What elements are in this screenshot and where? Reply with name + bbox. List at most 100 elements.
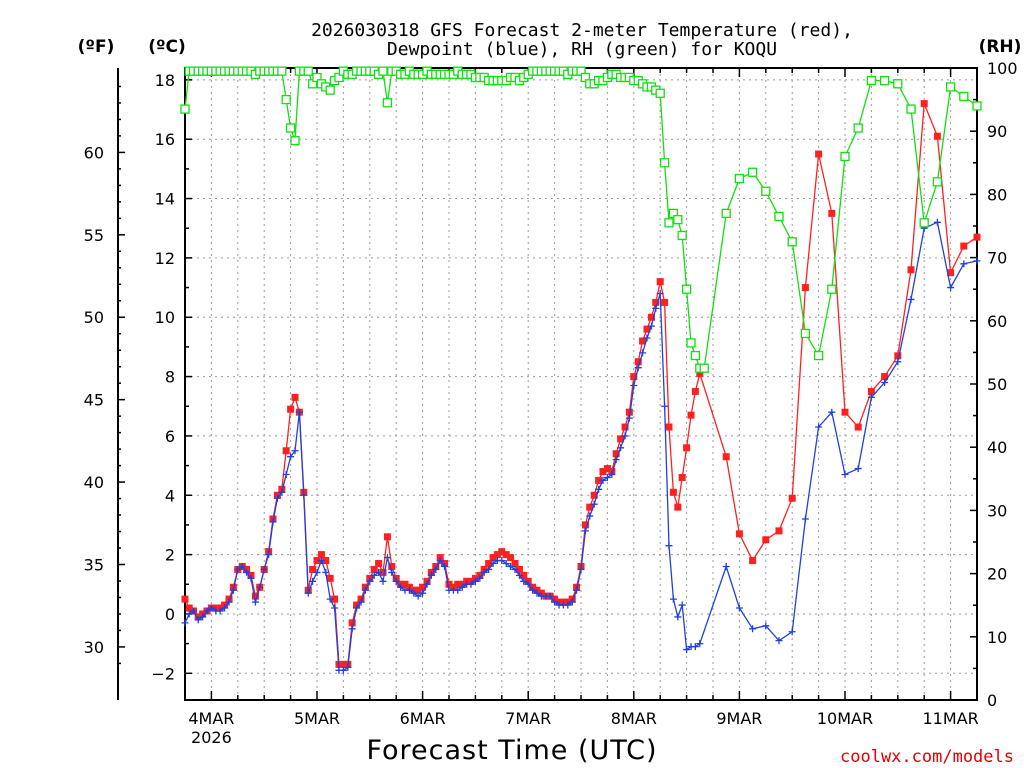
rh-tick-label: 30 bbox=[987, 501, 1007, 520]
dewpoint-point bbox=[577, 565, 585, 573]
fahrenheit-tick-label: 50 bbox=[84, 308, 104, 327]
dewpoint-point bbox=[656, 290, 664, 298]
rh-point bbox=[747, 167, 758, 177]
dewpoint-point bbox=[432, 565, 440, 573]
dewpoint-point bbox=[960, 260, 968, 268]
dewpoint-point bbox=[617, 444, 625, 452]
rh-point bbox=[699, 363, 709, 373]
rh-tick-label: 60 bbox=[987, 312, 1007, 331]
temperature-point bbox=[599, 468, 607, 476]
rh-point bbox=[827, 284, 837, 294]
dewpoint-point bbox=[691, 643, 699, 651]
temperature-point bbox=[595, 476, 603, 484]
temperature-point bbox=[454, 580, 462, 588]
rh-point bbox=[664, 218, 674, 228]
temperature-point bbox=[317, 551, 325, 559]
dewpoint-point bbox=[678, 601, 686, 609]
rh-point bbox=[673, 215, 683, 225]
dewpoint-point bbox=[181, 619, 189, 627]
dewpoint-point bbox=[520, 577, 528, 585]
rh-point bbox=[382, 98, 393, 108]
temperature-point bbox=[841, 408, 849, 416]
rh-point bbox=[378, 66, 388, 76]
dewpoint-point bbox=[309, 577, 317, 585]
temperature-point bbox=[388, 562, 396, 570]
dewpoint-point bbox=[278, 488, 286, 496]
temperature-point bbox=[515, 565, 523, 573]
temperature-point bbox=[419, 583, 427, 591]
celsius-tick-label: 2 bbox=[165, 546, 175, 565]
temperature-point bbox=[881, 373, 889, 381]
dewpoint-point bbox=[973, 257, 981, 265]
dewpoint-point bbox=[471, 577, 479, 585]
dewpoint-point bbox=[661, 402, 669, 410]
rh-point bbox=[919, 218, 929, 228]
rh-point bbox=[659, 158, 670, 168]
temperature-point bbox=[674, 503, 682, 511]
dewpoint-point bbox=[189, 607, 197, 615]
dewpoint-point bbox=[207, 604, 215, 612]
dewpoint-point bbox=[788, 628, 796, 636]
dewpoint-point bbox=[287, 453, 295, 461]
dewpoint-point bbox=[361, 586, 369, 594]
dewpoint-point bbox=[300, 491, 308, 499]
dewpoint-point bbox=[529, 586, 537, 594]
dewpoint-point bbox=[397, 583, 405, 591]
dewpoint-point bbox=[458, 583, 466, 591]
dewpoint-point bbox=[185, 610, 193, 618]
rh-point bbox=[285, 123, 296, 133]
rh-point bbox=[840, 151, 850, 162]
chart-title-line1: 2026030318 GFS Forecast 2-meter Temperat… bbox=[311, 20, 853, 41]
temperature-point bbox=[722, 453, 730, 461]
dewpoint-point bbox=[603, 473, 611, 481]
dewpoint-point bbox=[573, 586, 581, 594]
rh-point bbox=[866, 75, 877, 86]
dewpoint-point bbox=[621, 432, 629, 440]
dewpoint-point bbox=[515, 571, 523, 579]
temperature-point bbox=[749, 557, 757, 565]
rh-tick-label: 40 bbox=[987, 438, 1007, 457]
dewpoint-point bbox=[581, 527, 589, 535]
dewpoint-point bbox=[480, 568, 488, 576]
temperature-point bbox=[326, 574, 334, 582]
credit-link[interactable]: coolwx.com/models bbox=[840, 747, 1014, 767]
dewpoint-point bbox=[423, 580, 431, 588]
dewpoint-point bbox=[854, 465, 862, 473]
dewpoint-point bbox=[933, 218, 941, 226]
temperature-point bbox=[947, 269, 955, 277]
rh-tick-label: 80 bbox=[987, 185, 1007, 204]
dewpoint-point bbox=[775, 637, 783, 645]
temperature-point bbox=[287, 405, 295, 413]
dewpoint-point bbox=[344, 663, 352, 671]
temperature-point bbox=[489, 554, 497, 562]
temperature-point bbox=[485, 560, 493, 568]
dewpoint-point bbox=[234, 565, 242, 573]
temperature-point bbox=[339, 660, 347, 668]
dewpoint-point bbox=[221, 604, 229, 612]
dewpoint-point bbox=[511, 565, 519, 573]
temperature-point bbox=[493, 551, 501, 559]
rh-tick-label: 0 bbox=[987, 691, 997, 710]
dewpoint-point bbox=[476, 574, 484, 582]
dewpoint-point bbox=[348, 625, 356, 633]
dewpoint-point bbox=[647, 322, 655, 330]
temperature-point bbox=[586, 503, 594, 511]
dewpoint-point bbox=[489, 560, 497, 568]
dewpoint-point bbox=[392, 577, 400, 585]
temperature-line bbox=[184, 103, 978, 666]
x-tick-label: 8MAR bbox=[611, 709, 657, 728]
dewpoint-point bbox=[331, 604, 339, 612]
x-tick-sublabel: 2026 bbox=[191, 728, 232, 747]
fahrenheit-tick-label: 30 bbox=[84, 638, 104, 657]
dewpoint-point bbox=[669, 595, 677, 603]
temperature-point bbox=[383, 533, 391, 541]
dewpoint-point bbox=[735, 604, 743, 612]
dewpoint-point bbox=[599, 476, 607, 484]
temperature-point bbox=[639, 337, 647, 345]
temperature-point bbox=[669, 488, 677, 496]
temperature-point bbox=[775, 527, 783, 535]
dewpoint-point bbox=[370, 571, 378, 579]
temperature-point bbox=[414, 586, 422, 594]
dewpoint-point bbox=[291, 447, 299, 455]
x-tick-label: 5MAR bbox=[294, 709, 340, 728]
